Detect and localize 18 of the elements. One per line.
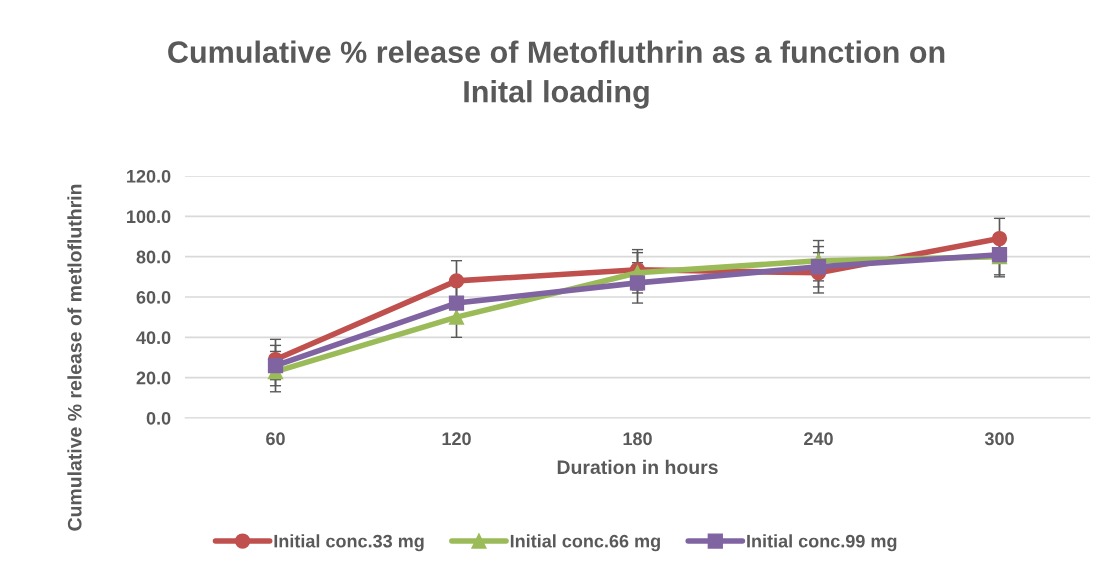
- x-axis-title: Duration in hours: [557, 459, 718, 475]
- x-tick-label: 180: [623, 432, 652, 446]
- y-axis-title: Cumulative % release of metlofluthrin: [67, 184, 82, 531]
- y-tick-label: 120.0: [127, 169, 171, 183]
- y-tick-label: 80.0: [136, 250, 171, 264]
- x-tick-label: 240: [804, 432, 833, 446]
- y-tick-label: 100.0: [127, 210, 171, 224]
- y-tick-label: 0.0: [146, 411, 171, 425]
- y-tick-label: 20.0: [136, 371, 171, 385]
- y-tick-label: 60.0: [136, 290, 171, 304]
- x-tick-label: 120: [442, 432, 471, 446]
- x-tick-label: 300: [984, 432, 1014, 446]
- legend-label: Initial conc.33 mg: [274, 534, 424, 552]
- legend-label: Initial conc.66 mg: [510, 534, 660, 552]
- x-tick-label: 60: [266, 432, 285, 446]
- chart-title: Cumulative % release of Metofluthrin as a function on Inital loading: [168, 40, 945, 109]
- legend-label: Initial conc.99 mg: [747, 534, 897, 552]
- y-tick-label: 40.0: [136, 331, 171, 345]
